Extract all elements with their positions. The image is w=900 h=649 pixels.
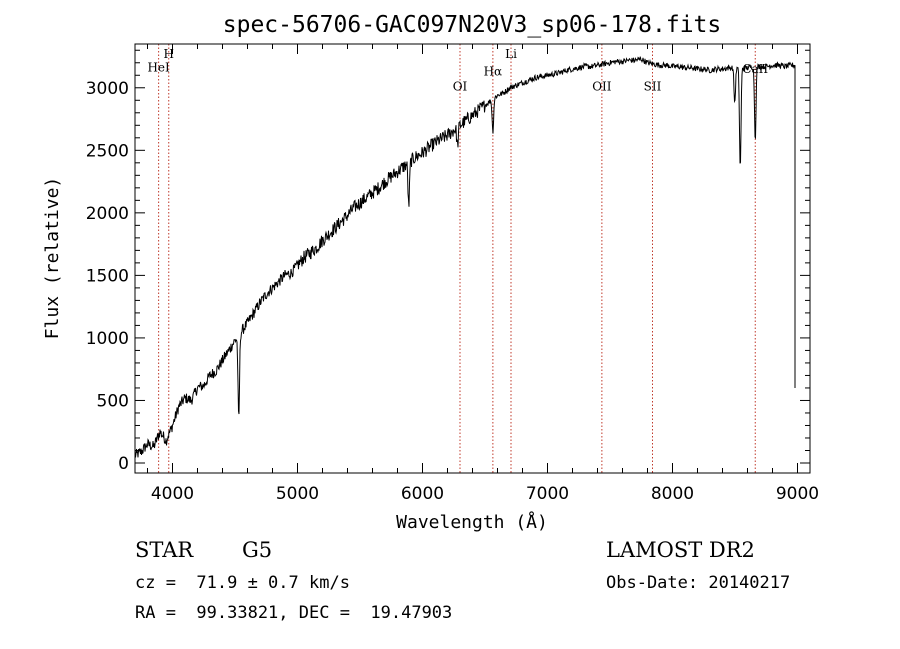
x-tick-label: 6000 (401, 484, 444, 504)
object-subclass: G5 (242, 538, 273, 562)
y-tick-label: 3000 (86, 79, 129, 99)
x-tick-label: 5000 (276, 484, 319, 504)
coordinates-text: RA = 99.33821, DEC = 19.47903 (135, 603, 453, 623)
plot-frame (134, 43, 811, 474)
x-tick-label: 7000 (526, 484, 569, 504)
survey-name: LAMOST DR2 (606, 538, 755, 562)
y-tick-label: 1000 (86, 329, 129, 349)
line-marker-label-1: H (164, 47, 174, 61)
line-marker-label-0: HeI (147, 61, 170, 75)
y-tick-label: 1500 (86, 266, 129, 286)
x-tick-label: 9000 (776, 484, 819, 504)
redshift-text: cz = 71.9 ± 0.7 km/s (135, 573, 350, 593)
spectrum-chart: spec-56706-GAC097N20V3_sp06-178.fits HeI… (42, 12, 819, 533)
line-marker-label-3: Hα (484, 64, 503, 78)
x-axis-label: Wavelength (Å) (396, 511, 548, 533)
observation-date: Obs-Date: 20140217 (606, 573, 791, 593)
y-axis-label: Flux (relative) (42, 177, 63, 340)
line-marker-label-5: OII (592, 79, 612, 93)
y-tick-label: 500 (97, 391, 129, 411)
line-marker-label-6: SII (644, 79, 662, 93)
y-tick-label: 2500 (86, 141, 129, 161)
chart-title: spec-56706-GAC097N20V3_sp06-178.fits (223, 12, 722, 38)
y-axis: 0 500 1000 1500 2000 2500 3000 (86, 49, 810, 474)
line-marker-label-4: Li (505, 47, 517, 61)
x-axis: 4000 5000 6000 7000 8000 9000 (147, 44, 819, 504)
y-tick-label: 2000 (86, 204, 129, 224)
x-tick-label: 4000 (151, 484, 194, 504)
line-marker-label-2: OI (453, 79, 468, 93)
object-class: STAR (135, 538, 194, 562)
y-tick-label: 0 (118, 454, 129, 474)
x-tick-label: 8000 (651, 484, 694, 504)
spectrum-line (134, 55, 796, 458)
